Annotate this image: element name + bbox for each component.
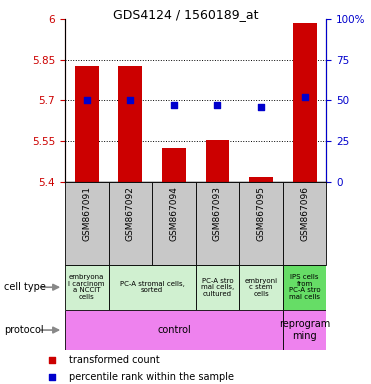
Text: IPS cells
from
PC-A stro
mal cells: IPS cells from PC-A stro mal cells [289, 275, 321, 300]
Bar [152, 182, 196, 265]
Bar [239, 265, 283, 310]
Bar [283, 182, 326, 265]
Bar [65, 182, 109, 265]
Text: GDS4124 / 1560189_at: GDS4124 / 1560189_at [113, 8, 258, 22]
Point [49, 357, 55, 363]
Bar [65, 265, 109, 310]
Text: reprogram
ming: reprogram ming [279, 319, 330, 341]
Bar [196, 265, 239, 310]
Text: GSM867091: GSM867091 [82, 186, 91, 241]
Bar [109, 265, 196, 310]
Text: protocol: protocol [4, 325, 43, 335]
Text: GSM867096: GSM867096 [300, 186, 309, 241]
Text: control: control [157, 325, 191, 335]
Point [302, 94, 308, 100]
Point [214, 102, 220, 108]
Bar [118, 66, 142, 182]
Bar [293, 23, 317, 182]
Text: cell type: cell type [4, 282, 46, 292]
Text: PC-A stro
mal cells,
cultured: PC-A stro mal cells, cultured [201, 278, 234, 297]
Text: GSM867093: GSM867093 [213, 186, 222, 241]
Point [127, 98, 133, 104]
Text: PC-A stromal cells,
sorted: PC-A stromal cells, sorted [120, 281, 184, 293]
Bar [109, 182, 152, 265]
Bar [196, 182, 239, 265]
Text: GSM867094: GSM867094 [170, 186, 178, 241]
Bar [162, 148, 186, 182]
Bar [249, 177, 273, 182]
Bar [65, 310, 283, 350]
Text: GSM867095: GSM867095 [257, 186, 266, 241]
Text: percentile rank within the sample: percentile rank within the sample [69, 372, 234, 382]
Text: transformed count: transformed count [69, 355, 160, 365]
Text: embryona
l carcinom
a NCCIT
cells: embryona l carcinom a NCCIT cells [69, 275, 105, 300]
Point [258, 104, 264, 110]
Point [84, 98, 90, 104]
Point [49, 374, 55, 380]
Text: GSM867092: GSM867092 [126, 186, 135, 241]
Bar [283, 265, 326, 310]
Bar [75, 66, 99, 182]
Bar [239, 182, 283, 265]
Bar [283, 310, 326, 350]
Bar [206, 140, 230, 182]
Point [171, 102, 177, 108]
Text: embryoni
c stem
cells: embryoni c stem cells [244, 278, 278, 297]
